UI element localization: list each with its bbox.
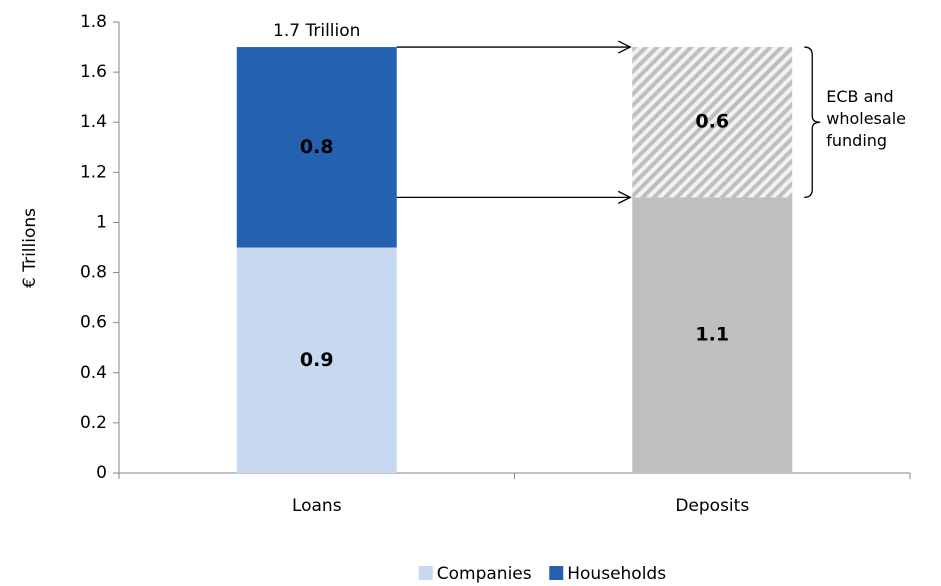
brace (804, 46, 821, 199)
legend-swatch (549, 566, 564, 580)
y-tick-label: 1 (96, 212, 107, 232)
data-label: 0.6 (695, 111, 729, 133)
y-axis-label: € Trillions (20, 208, 40, 288)
legend-label: Households (567, 564, 666, 584)
y-tick-label: 1.2 (80, 162, 107, 182)
y-tick-label: 0.6 (80, 313, 107, 333)
annotation-box: ECB and wholesale funding (826, 87, 906, 151)
annotation: 1.7 Trillion (273, 21, 360, 41)
data-label: 1.1 (695, 324, 729, 346)
y-tick-label: 1.4 (80, 112, 107, 132)
bar-segment (632, 197, 793, 473)
data-label: 0.9 (300, 349, 334, 371)
y-tick-label: 1.8 (80, 12, 107, 32)
bar-segment (236, 47, 397, 248)
y-tick-label: 0.8 (80, 263, 107, 283)
x-tick-label: Loans (292, 496, 342, 516)
legend-swatch (418, 566, 433, 580)
bar-segment (236, 247, 397, 473)
y-tick-label: 0.2 (80, 413, 107, 433)
data-label: 0.8 (300, 136, 334, 158)
x-tick-label: Deposits (675, 496, 749, 516)
y-tick-label: 0.4 (80, 363, 107, 383)
y-tick-label: 1.6 (80, 62, 107, 82)
legend-label: Companies (437, 564, 532, 584)
bar-segment (632, 47, 793, 198)
annotation: ECB and wholesale funding (826, 87, 906, 151)
y-tick-label: 0 (96, 463, 107, 483)
